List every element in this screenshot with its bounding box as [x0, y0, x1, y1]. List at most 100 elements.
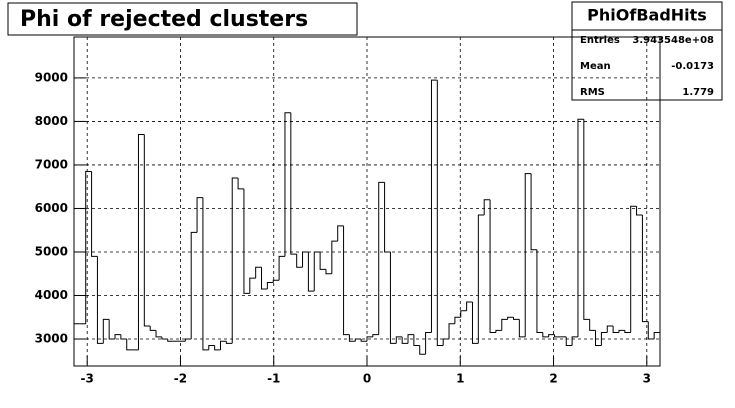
histogram-bin — [518, 319, 526, 338]
histogram-bin — [495, 329, 502, 333]
y-tick-label: 3000 — [35, 332, 68, 346]
y-tick-label: 8000 — [35, 114, 68, 128]
histogram-bin — [436, 80, 444, 347]
histogram-bin — [214, 345, 221, 351]
histogram-bin — [636, 206, 643, 216]
histogram-bin — [348, 334, 356, 342]
histogram-bin — [618, 329, 625, 333]
histogram-bin — [612, 325, 619, 333]
histogram-bin — [325, 269, 332, 275]
histogram-bin — [225, 341, 233, 344]
histogram-bin — [571, 336, 578, 346]
histogram-bin — [577, 118, 584, 337]
histogram-bin — [460, 310, 467, 318]
histogram-bin — [513, 317, 520, 320]
histogram-bin — [167, 339, 174, 342]
histogram-bin — [366, 336, 373, 342]
histogram-bin — [624, 330, 631, 333]
histogram-bin — [202, 197, 209, 351]
histogram-bin — [384, 182, 391, 253]
histogram-bin — [272, 279, 280, 283]
x-tick-label: 1 — [456, 372, 464, 386]
histogram-bin — [108, 319, 116, 340]
histogram-bin — [343, 225, 350, 336]
histogram-bin — [296, 254, 303, 268]
histogram-bin — [536, 249, 543, 333]
histogram-bin — [454, 316, 461, 324]
histogram-bin — [595, 330, 602, 347]
histogram-bin — [313, 251, 321, 292]
histogram-bin — [120, 334, 127, 340]
histogram-bin — [430, 79, 438, 333]
histogram-bin — [302, 251, 309, 268]
histogram-bin — [565, 336, 573, 347]
y-tick-label: 5000 — [35, 244, 68, 258]
histogram-bin — [284, 112, 291, 257]
histogram-bin — [261, 267, 268, 290]
stat-value: 1.779 — [682, 87, 714, 98]
histogram-bin — [583, 119, 590, 320]
histogram-bin — [161, 336, 168, 340]
histogram-bin — [220, 340, 227, 350]
x-tick-label: 2 — [549, 372, 557, 386]
histogram-bin — [530, 173, 537, 251]
histogram-bin — [477, 214, 485, 344]
histogram-bin — [507, 316, 514, 320]
histogram-bin — [471, 302, 479, 344]
histogram-bin — [102, 318, 110, 344]
histogram-bin — [354, 338, 362, 342]
x-tick-label: -2 — [174, 372, 187, 386]
stat-label: RMS — [580, 87, 605, 98]
histogram-bin — [278, 255, 285, 281]
histogram-bin — [600, 331, 608, 346]
histogram-bin — [155, 330, 162, 338]
histogram-bin — [483, 199, 491, 215]
histogram-bin — [231, 177, 239, 344]
x-tick-label: -1 — [267, 372, 280, 386]
stat-label: Entries — [580, 35, 620, 46]
histogram-bin — [653, 331, 661, 366]
histogram-bin — [184, 338, 192, 342]
y-tick-label: 6000 — [35, 201, 68, 215]
histogram-bin — [524, 173, 532, 337]
y-tick-label: 7000 — [35, 157, 68, 171]
histogram-bin — [237, 178, 244, 190]
histogram-bin — [149, 325, 157, 331]
histogram-bin — [208, 345, 215, 350]
histogram-bin — [647, 321, 655, 340]
histogram-bin — [548, 334, 555, 337]
histogram-bin — [554, 334, 561, 338]
histogram-bin — [542, 332, 549, 338]
y-tick-label: 4000 — [35, 288, 68, 302]
histogram-bin — [96, 256, 104, 344]
stat-value: -0.0173 — [671, 61, 714, 72]
histogram-bin — [401, 336, 409, 344]
histogram-bin — [389, 251, 397, 344]
histogram-bin — [307, 251, 315, 292]
histogram-bin — [73, 323, 80, 366]
histogram-bin — [190, 231, 198, 340]
histogram-bin — [407, 334, 414, 344]
stat-value: 3.943548e+08 — [632, 35, 714, 46]
histogram-bin — [413, 334, 420, 347]
stat-label: Mean — [580, 61, 611, 72]
histogram-bin — [425, 331, 432, 355]
histogram-bin — [466, 301, 473, 311]
histogram-bin — [337, 225, 344, 242]
histogram-bin — [243, 188, 250, 294]
histogram-bin — [196, 197, 203, 233]
histogram-bin — [378, 181, 385, 335]
histogram-bin — [266, 281, 274, 289]
histogram-bin — [589, 319, 596, 331]
x-tick-label: 0 — [363, 372, 371, 386]
stats-title: PhiOfBadHits — [587, 6, 707, 25]
x-tick-label: 3 — [643, 372, 651, 386]
histogram-bin — [641, 214, 649, 323]
histogram-bin — [85, 170, 92, 324]
histogram-bin — [331, 240, 338, 274]
chart-title: Phi of rejected clusters — [20, 7, 308, 32]
histogram-bin — [290, 112, 297, 255]
histogram-bin — [395, 336, 403, 344]
histogram-bin — [372, 334, 379, 337]
